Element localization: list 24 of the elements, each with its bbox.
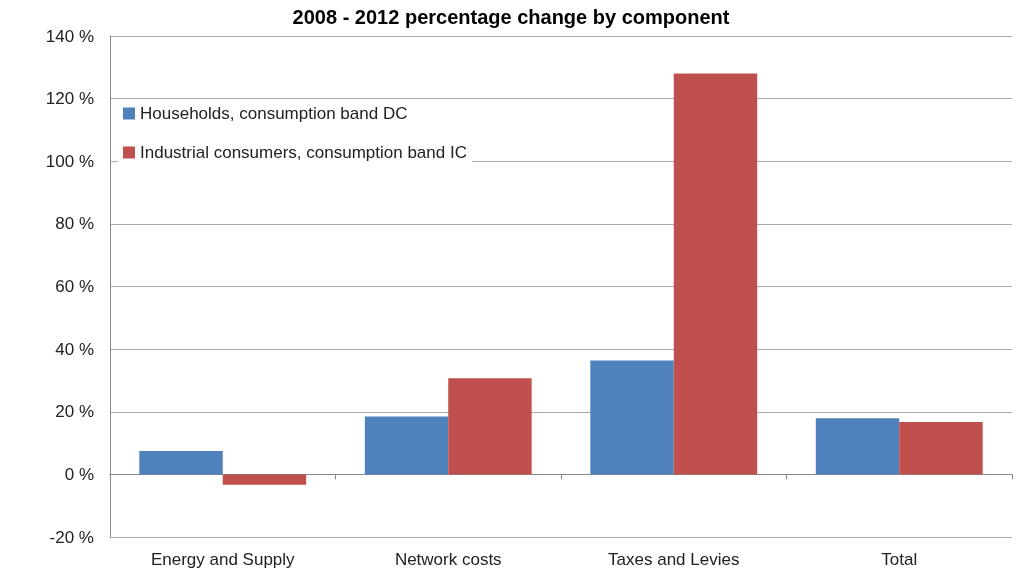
bar [222, 474, 307, 485]
x-tick-label: Total [881, 550, 918, 568]
y-tick-label: 40 % [55, 339, 94, 359]
y-tick-label: 140 % [45, 26, 94, 46]
legend-label: Industrial consumers, consumption band IC [140, 143, 467, 162]
bar [364, 416, 449, 475]
y-tick-label: 120 % [45, 89, 94, 109]
y-tick-label: 100 % [45, 151, 94, 171]
x-tick-label: Energy and Supply [150, 550, 296, 568]
x-tick-label: Network costs [394, 550, 502, 568]
y-tick-label: 60 % [55, 277, 94, 296]
y-tick-label: 0 % [64, 464, 94, 484]
bar [899, 422, 983, 475]
x-tick-label: Taxes and Levies [608, 550, 740, 568]
y-tick-label: -20 % [49, 527, 94, 547]
bar [139, 450, 223, 475]
bar [590, 360, 674, 475]
bar [815, 418, 900, 475]
bar [673, 73, 758, 475]
y-tick-label: 80 % [55, 214, 94, 234]
legend-label: Households, consumption band DC [140, 104, 408, 123]
y-tick-label: 20 % [55, 402, 94, 422]
bar [448, 378, 532, 475]
chart-title: 2008 - 2012 percentage change by component [292, 6, 730, 28]
